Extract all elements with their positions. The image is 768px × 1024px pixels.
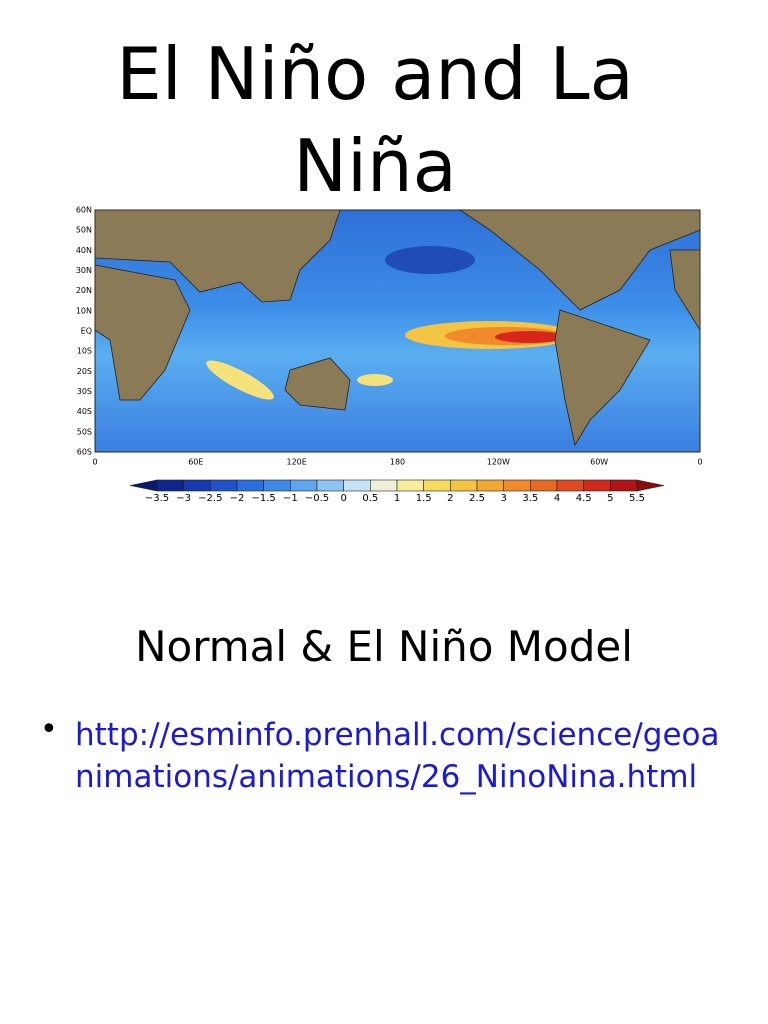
- colorbar-segment: [343, 479, 371, 492]
- colorbar-label: 4: [554, 493, 560, 504]
- lat-label: 50N: [76, 226, 92, 235]
- colorbar-segment: [156, 479, 184, 492]
- colorbar-label: −2: [230, 493, 245, 504]
- link[interactable]: http://esminfo.prenhall.com/science/geoa…: [75, 717, 720, 795]
- bullet-dot: •: [40, 712, 58, 747]
- colorbar-label: −3.5: [145, 493, 169, 504]
- colorbar-segment: [530, 479, 558, 492]
- warm-patch: [357, 374, 393, 386]
- lat-label: 10S: [77, 347, 92, 356]
- colorbar-label: −2.5: [198, 493, 222, 504]
- colorbar-label: 1: [394, 493, 400, 504]
- lat-label: 30S: [77, 387, 92, 396]
- colorbar-label: 4.5: [576, 493, 592, 504]
- colorbar-label: 1.5: [416, 493, 432, 504]
- colorbar-label: 5: [607, 493, 613, 504]
- lat-label: 40S: [77, 407, 92, 416]
- lat-label: 20N: [76, 286, 92, 295]
- colorbar-segment: [370, 479, 398, 492]
- slide-title: El Niño and La Niña: [116, 32, 634, 208]
- subtitle: Normal & El Niño Model: [135, 622, 633, 671]
- land-africa: [94, 264, 191, 401]
- colorbar-segment: [583, 479, 611, 492]
- lat-label: 60N: [76, 206, 92, 215]
- lon-label: 120E: [287, 458, 307, 467]
- colorbar-end: [129, 479, 158, 492]
- lon-label: 60E: [188, 458, 203, 467]
- colorbar-segment: [236, 479, 264, 492]
- land-africa-west: [669, 249, 701, 332]
- colorbar-segment: [183, 479, 211, 492]
- colorbar-segment: [263, 479, 291, 492]
- colorbar-end: [636, 479, 665, 492]
- colorbar-segment: [290, 479, 318, 492]
- lat-label: 60S: [77, 448, 92, 457]
- colorbar-label: 2.5: [469, 493, 485, 504]
- colorbar-segment: [423, 479, 451, 492]
- land-eurasia: [94, 209, 341, 303]
- lat-label: 30N: [76, 266, 92, 275]
- land-north-america: [458, 209, 701, 311]
- lon-label: 0: [697, 458, 702, 467]
- colorbar-label: −1: [283, 493, 298, 504]
- lat-label: 50S: [77, 427, 92, 436]
- colorbar-label: −3: [176, 493, 191, 504]
- colorbar-segment: [556, 479, 584, 492]
- lon-label: 180: [390, 458, 405, 467]
- lat-label: 40N: [76, 246, 92, 255]
- colorbar-label: −1.5: [252, 493, 276, 504]
- colorbar-segment: [396, 479, 424, 492]
- warm-patch: [206, 360, 274, 400]
- colorbar-label: 0: [340, 493, 346, 504]
- lon-label: 120W: [487, 458, 510, 467]
- colorbar-segment: [503, 479, 531, 492]
- colorbar-segment: [316, 479, 344, 492]
- warm-band: [495, 331, 565, 343]
- colorbar-label: 5.5: [629, 493, 645, 504]
- lat-label: 20S: [77, 367, 92, 376]
- colorbar-segment: [610, 479, 638, 492]
- colorbar-label: 2: [447, 493, 453, 504]
- colorbar-segment: [450, 479, 478, 492]
- land-south-america: [554, 309, 651, 447]
- colorbar-label: −0.5: [305, 493, 329, 504]
- lat-label: 10N: [76, 306, 92, 315]
- lon-label: 0: [92, 458, 97, 467]
- lon-label: 60W: [590, 458, 608, 467]
- cool-patch: [385, 246, 475, 274]
- lat-label: EQ: [81, 327, 92, 336]
- colorbar-label: 3.5: [522, 493, 538, 504]
- colorbar-segment: [210, 479, 238, 492]
- colorbar-segment: [476, 479, 504, 492]
- colorbar-label: 3: [500, 493, 506, 504]
- land-australia: [284, 357, 351, 411]
- colorbar-label: 0.5: [362, 493, 378, 504]
